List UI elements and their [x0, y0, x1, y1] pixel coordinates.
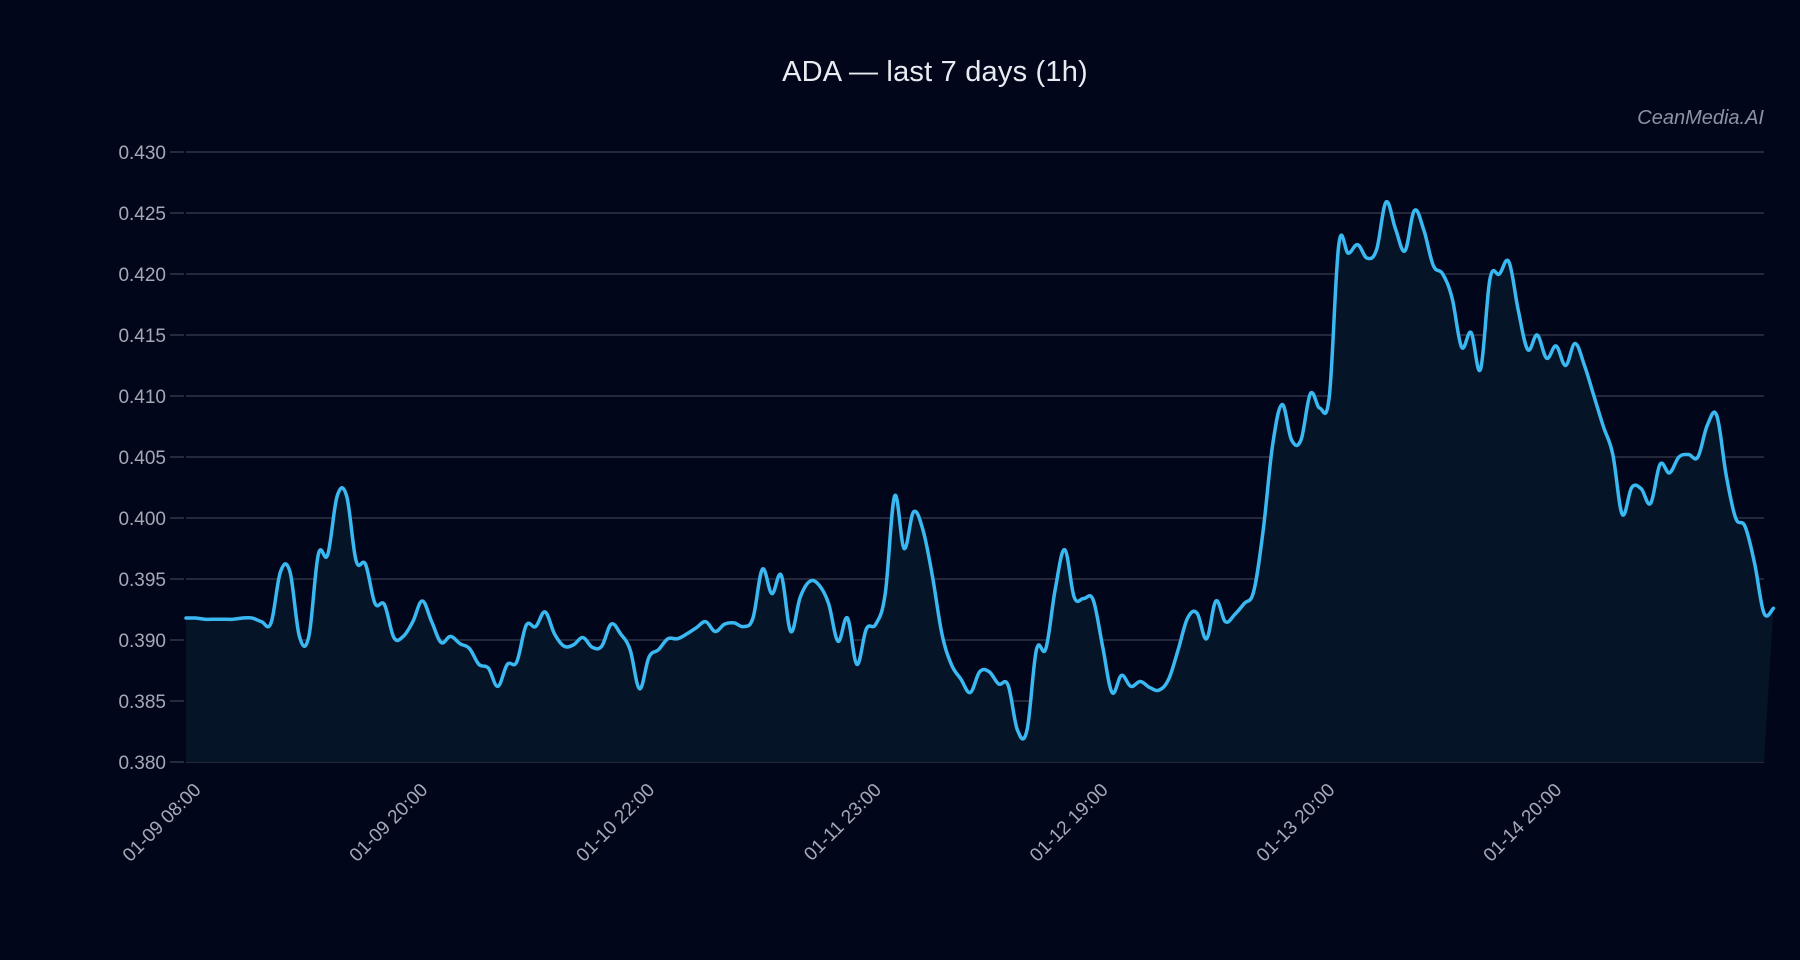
x-tick-label: 01-11 23:00	[800, 780, 886, 866]
x-tick-label: 01-10 22:00	[573, 780, 660, 867]
watermark: CeanMedia.AI	[1637, 107, 1764, 129]
x-tick-label: 01-14 20:00	[1480, 780, 1567, 867]
y-tick-label: 0.430	[118, 143, 166, 164]
y-tick-label: 0.385	[118, 692, 166, 713]
area-fill	[186, 201, 1774, 762]
y-tick-label: 0.410	[118, 387, 166, 408]
x-tick-label: 01-13 20:00	[1253, 780, 1340, 867]
y-tick-label: 0.415	[118, 326, 166, 347]
y-axis: 0.430 0.425 0.420 0.415 0.410 0.405 0.400 0.395…	[118, 143, 184, 774]
y-tick-label: 0.395	[118, 570, 166, 591]
y-tick-label: 0.380	[118, 753, 166, 774]
x-tick-label: 01-09 20:00	[346, 780, 433, 867]
y-tick-label: 0.400	[118, 509, 166, 530]
x-axis: 01-09 08:00 01-09 20:00 01-10 22:00 01-11 2…	[119, 780, 1566, 867]
x-tick-label: 01-09 08:00	[119, 780, 206, 867]
x-tick-label: 01-12 19:00	[1026, 780, 1113, 867]
y-tick-label: 0.390	[118, 631, 166, 652]
y-tick-label: 0.405	[118, 448, 166, 469]
chart-title: ADA — last 7 days (1h)	[782, 56, 1088, 88]
y-tick-label: 0.425	[118, 204, 166, 225]
y-tick-label: 0.420	[118, 265, 166, 286]
price-line	[184, 199, 1776, 741]
